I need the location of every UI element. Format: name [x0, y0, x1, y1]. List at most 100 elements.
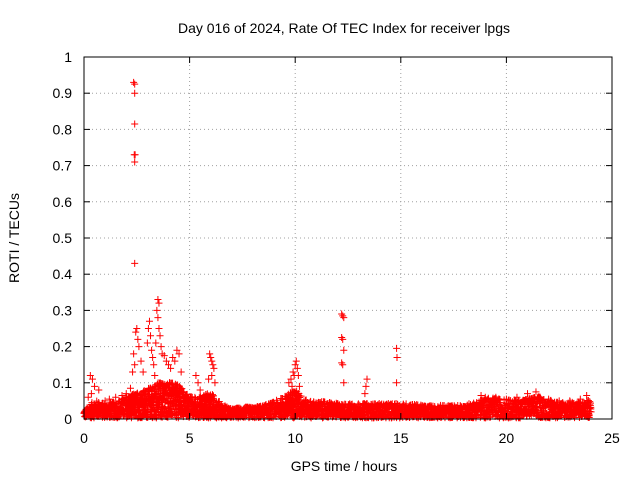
data-point	[155, 299, 163, 307]
x-axis-label: GPS time / hours	[291, 458, 398, 474]
data-point	[524, 390, 532, 398]
data-point	[129, 368, 137, 376]
data-points	[80, 78, 595, 422]
data-point	[209, 361, 217, 369]
data-point	[393, 379, 401, 387]
data-point	[477, 391, 485, 399]
data-point	[86, 372, 94, 380]
data-point	[536, 393, 544, 401]
data-point	[338, 310, 346, 318]
y-tick-label: 0	[64, 411, 72, 427]
y-tick-label: 0.3	[53, 302, 73, 318]
data-point	[118, 391, 126, 399]
data-point	[293, 364, 301, 372]
data-point	[131, 158, 139, 166]
data-point	[151, 372, 159, 380]
data-point	[157, 343, 165, 351]
data-point	[173, 346, 181, 354]
data-point	[210, 364, 218, 372]
data-point	[143, 339, 151, 347]
data-point	[502, 395, 510, 403]
data-point	[91, 382, 99, 390]
data-point	[95, 386, 103, 394]
data-point	[338, 334, 346, 342]
data-point	[338, 359, 346, 367]
data-point	[137, 357, 145, 365]
data-point	[130, 350, 138, 358]
data-point	[101, 397, 109, 405]
y-tick-label: 0.2	[53, 339, 73, 355]
data-point	[112, 393, 120, 401]
y-axis-label: ROTI / TECUs	[6, 193, 22, 283]
data-point	[122, 390, 130, 398]
data-point	[156, 332, 164, 340]
data-point	[566, 397, 574, 405]
data-point	[147, 332, 155, 340]
data-point	[134, 335, 142, 343]
data-point	[149, 353, 157, 361]
x-tick-label: 15	[393, 430, 409, 446]
data-point	[162, 357, 170, 365]
data-point	[393, 353, 401, 361]
data-point	[207, 353, 215, 361]
data-point	[139, 368, 147, 376]
data-point	[88, 375, 96, 383]
data-point	[334, 400, 342, 408]
data-point	[131, 151, 139, 159]
data-point	[295, 382, 303, 390]
data-point	[339, 312, 347, 320]
y-tick-label: 0.5	[53, 230, 73, 246]
data-point	[154, 296, 162, 304]
data-point	[135, 343, 143, 351]
data-point	[215, 398, 223, 406]
data-point	[205, 375, 213, 383]
data-point	[87, 390, 95, 398]
data-point	[169, 353, 177, 361]
data-point	[105, 395, 113, 403]
data-point	[583, 391, 591, 399]
data-point	[492, 393, 500, 401]
y-tick-label: 0.7	[53, 158, 73, 174]
data-point	[477, 412, 485, 420]
data-point	[297, 392, 305, 400]
data-point	[206, 350, 214, 358]
data-point	[289, 368, 297, 376]
x-tick-label: 10	[287, 430, 303, 446]
y-tick-label: 1	[64, 49, 72, 65]
data-point	[167, 364, 175, 372]
chart-title: Day 016 of 2024, Rate Of TEC Index for r…	[178, 20, 510, 36]
data-point	[84, 393, 92, 401]
data-point	[481, 393, 489, 401]
data-point	[545, 395, 553, 403]
data-point	[148, 346, 156, 354]
data-point	[208, 372, 216, 380]
x-tick-label: 20	[499, 430, 515, 446]
data-point	[211, 379, 219, 387]
data-point	[585, 413, 593, 421]
data-point	[144, 325, 152, 332]
data-point	[150, 361, 158, 369]
data-point	[496, 398, 504, 406]
data-point	[131, 80, 139, 88]
data-point	[339, 361, 347, 369]
data-point	[196, 386, 204, 394]
data-point	[587, 408, 595, 416]
data-point	[576, 395, 584, 403]
data-point	[126, 384, 134, 392]
x-tick-label: 5	[186, 430, 194, 446]
data-point	[131, 361, 139, 369]
data-point	[133, 325, 141, 332]
data-point	[145, 317, 153, 325]
data-point	[291, 361, 299, 369]
data-point	[171, 357, 179, 365]
data-point	[131, 405, 139, 413]
data-point	[175, 350, 183, 358]
data-point	[532, 388, 540, 396]
y-tick-label: 0.8	[53, 121, 73, 137]
y-tick-label: 0.4	[53, 266, 73, 282]
data-point	[513, 393, 521, 401]
data-point	[131, 120, 139, 128]
grid-lines	[84, 57, 612, 419]
data-point	[194, 379, 202, 387]
y-tick-label: 0.1	[53, 375, 73, 391]
